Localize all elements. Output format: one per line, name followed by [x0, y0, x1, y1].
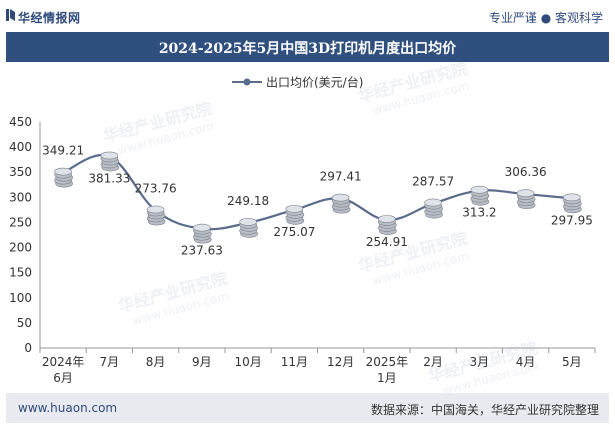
coin-top	[378, 215, 396, 223]
legend-marker	[243, 78, 251, 86]
data-point-marker	[54, 167, 73, 188]
data-label: 349.21	[42, 144, 84, 158]
coin-top	[285, 204, 304, 213]
x-tick-label: 5月	[562, 355, 582, 369]
x-tick-label: 11月	[281, 355, 308, 369]
data-source: 数据来源：中国海关，华经产业研究院整理	[370, 403, 599, 417]
data-label: 381.33	[88, 171, 130, 185]
data-point-marker	[331, 193, 351, 214]
x-tick-label: 2024年 6月	[42, 355, 85, 385]
data-label: 287.57	[412, 175, 454, 189]
x-tick-label: 3月	[470, 355, 490, 369]
x-tick-label: 10月	[234, 355, 261, 369]
title-bar: 2024-2025年5月中国3D打印机月度出口均价	[6, 32, 609, 62]
data-point-marker	[239, 217, 258, 238]
y-tick-label: 100	[9, 291, 32, 305]
data-label: 254.91	[366, 235, 408, 249]
x-tick-label: 4月	[516, 355, 536, 369]
data-label: 273.76	[135, 182, 177, 196]
x-tick-label: 2025年 1月	[366, 355, 409, 385]
coin-top	[146, 205, 165, 214]
line-chart: 华经产业研究院www.huaon.com华经产业研究院www.huaon.com…	[9, 62, 596, 393]
data-point-marker	[193, 223, 212, 244]
data-point-marker	[378, 215, 397, 235]
logo-icon	[6, 9, 15, 21]
data-point-marker	[424, 198, 443, 219]
coin-top	[563, 193, 581, 202]
y-tick-label: 350	[9, 165, 32, 179]
coin-top	[239, 217, 257, 226]
x-tick-label: 8月	[146, 355, 166, 369]
chart-title: 2024-2025年5月中国3D打印机月度出口均价	[158, 41, 457, 57]
coin-top	[424, 198, 442, 207]
data-label: 275.07	[273, 225, 315, 239]
coin-top	[516, 189, 535, 198]
coin-top	[331, 193, 350, 202]
y-tick-label: 450	[9, 115, 32, 129]
coin-top	[193, 223, 211, 232]
top-bar: 华经情报网 专业严谨 ● 客观科学	[0, 0, 615, 32]
legend-label: 出口均价(美元/台)	[266, 75, 363, 90]
data-label: 297.95	[551, 213, 593, 227]
data-point-marker	[285, 204, 305, 225]
data-point-marker	[146, 205, 166, 226]
data-point-marker	[563, 193, 582, 214]
x-tick-label: 2月	[423, 355, 443, 369]
data-point-marker	[516, 189, 536, 210]
y-tick-label: 150	[9, 266, 32, 280]
footer-url[interactable]: www.huaon.com	[18, 401, 118, 415]
y-tick-label: 250	[9, 215, 32, 229]
x-tick-label: 9月	[192, 355, 212, 369]
data-label: 297.41	[320, 170, 362, 184]
x-tick-label: 12月	[327, 355, 354, 369]
y-tick-label: 200	[9, 241, 32, 255]
coin-top	[100, 151, 119, 160]
x-tick-label: 7月	[100, 355, 120, 369]
data-label: 306.36	[505, 165, 547, 179]
brand-name: 华经情报网	[18, 11, 81, 25]
coin-top	[470, 185, 489, 194]
data-label: 237.63	[181, 244, 223, 258]
y-tick-label: 0	[24, 341, 32, 355]
y-tick-label: 400	[9, 140, 32, 154]
data-point-marker	[470, 185, 490, 206]
data-label: 313.2	[462, 206, 496, 220]
y-tick-label: 300	[9, 190, 32, 204]
footer: www.huaon.com 数据来源：中国海关，华经产业研究院整理	[6, 393, 609, 423]
data-point-marker	[100, 151, 120, 172]
tagline: 专业严谨 ● 客观科学	[488, 11, 603, 25]
data-label: 249.18	[227, 194, 269, 208]
coin-top	[54, 167, 72, 176]
y-tick-label: 50	[17, 316, 32, 330]
